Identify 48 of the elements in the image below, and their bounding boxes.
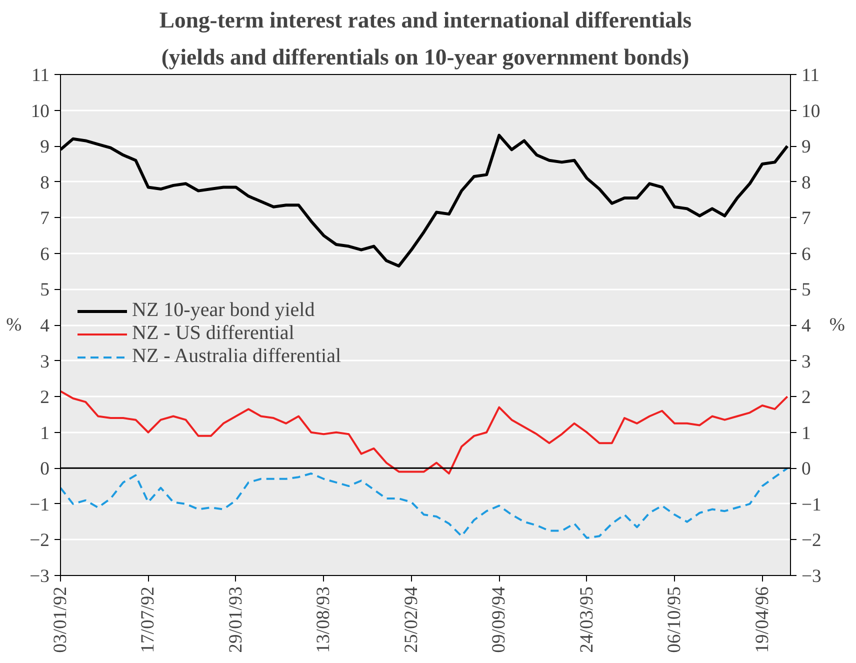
line-series bbox=[60, 467, 788, 539]
y-tick-label: 0 bbox=[40, 458, 50, 480]
y-tick-label: 10 bbox=[30, 100, 50, 122]
x-tick-label: 19/04/96 bbox=[752, 586, 773, 653]
y2-tick-label: 8 bbox=[802, 172, 811, 194]
y-tick-label: 5 bbox=[40, 280, 50, 301]
chart-title: Long-term interest rates and international differentials bbox=[159, 8, 692, 32]
x-tick-label: 13/08/93 bbox=[313, 586, 334, 653]
y2-tick-label: −2 bbox=[802, 530, 822, 552]
y-axis-title: % bbox=[6, 314, 22, 336]
y2-tick-label: 7 bbox=[802, 208, 811, 230]
y2-tick-label: 9 bbox=[802, 136, 811, 158]
line-series bbox=[60, 390, 788, 475]
y-tick-label: 11 bbox=[32, 65, 50, 86]
y-tick-label: 8 bbox=[40, 172, 50, 194]
y2-axis-title: % bbox=[829, 314, 845, 336]
y2-tick-label: 10 bbox=[802, 100, 820, 122]
y-tick-label: 2 bbox=[40, 387, 50, 408]
y2-tick-label: 1 bbox=[802, 422, 811, 444]
x-tick-label: 06/10/95 bbox=[664, 586, 686, 653]
y2-tick-label: 11 bbox=[802, 65, 820, 86]
y2-tick-label: 5 bbox=[802, 280, 811, 301]
y-tick-label: 9 bbox=[40, 136, 50, 158]
y2-tick-label: −1 bbox=[802, 494, 822, 516]
legend-label: NZ - US differential bbox=[132, 322, 294, 345]
x-tick-label: 25/02/94 bbox=[400, 586, 422, 653]
y2-tick-label: 2 bbox=[802, 387, 811, 408]
x-tick-label: 24/03/95 bbox=[576, 586, 598, 653]
legend-label: NZ 10-year bond yield bbox=[132, 299, 315, 322]
y-tick-label: 6 bbox=[40, 244, 50, 265]
y-tick-label: −2 bbox=[30, 530, 50, 552]
y2-tick-label: 3 bbox=[802, 351, 811, 372]
y-tick-label: 3 bbox=[40, 351, 50, 372]
x-tick-label: 17/07/92 bbox=[138, 586, 159, 653]
y-tick-label: −1 bbox=[30, 494, 50, 516]
legend-label: NZ - Australia differential bbox=[132, 345, 342, 368]
y2-tick-label: 4 bbox=[802, 316, 812, 336]
chart-subtitle: (yields and differentials on 10-year government bonds) bbox=[161, 44, 690, 70]
y-tick-label: 4 bbox=[40, 316, 50, 336]
y2-tick-label: −3 bbox=[802, 566, 822, 587]
y2-tick-label: 0 bbox=[802, 458, 811, 480]
y-tick-label: −3 bbox=[30, 566, 50, 587]
x-tick-label: 29/01/93 bbox=[225, 586, 246, 653]
y-tick-label: 1 bbox=[40, 422, 50, 444]
x-tick-label: 03/01/92 bbox=[50, 586, 71, 653]
y2-tick-label: 6 bbox=[802, 244, 811, 265]
y-tick-label: 7 bbox=[40, 208, 50, 230]
x-tick-label: 09/09/94 bbox=[488, 586, 510, 653]
